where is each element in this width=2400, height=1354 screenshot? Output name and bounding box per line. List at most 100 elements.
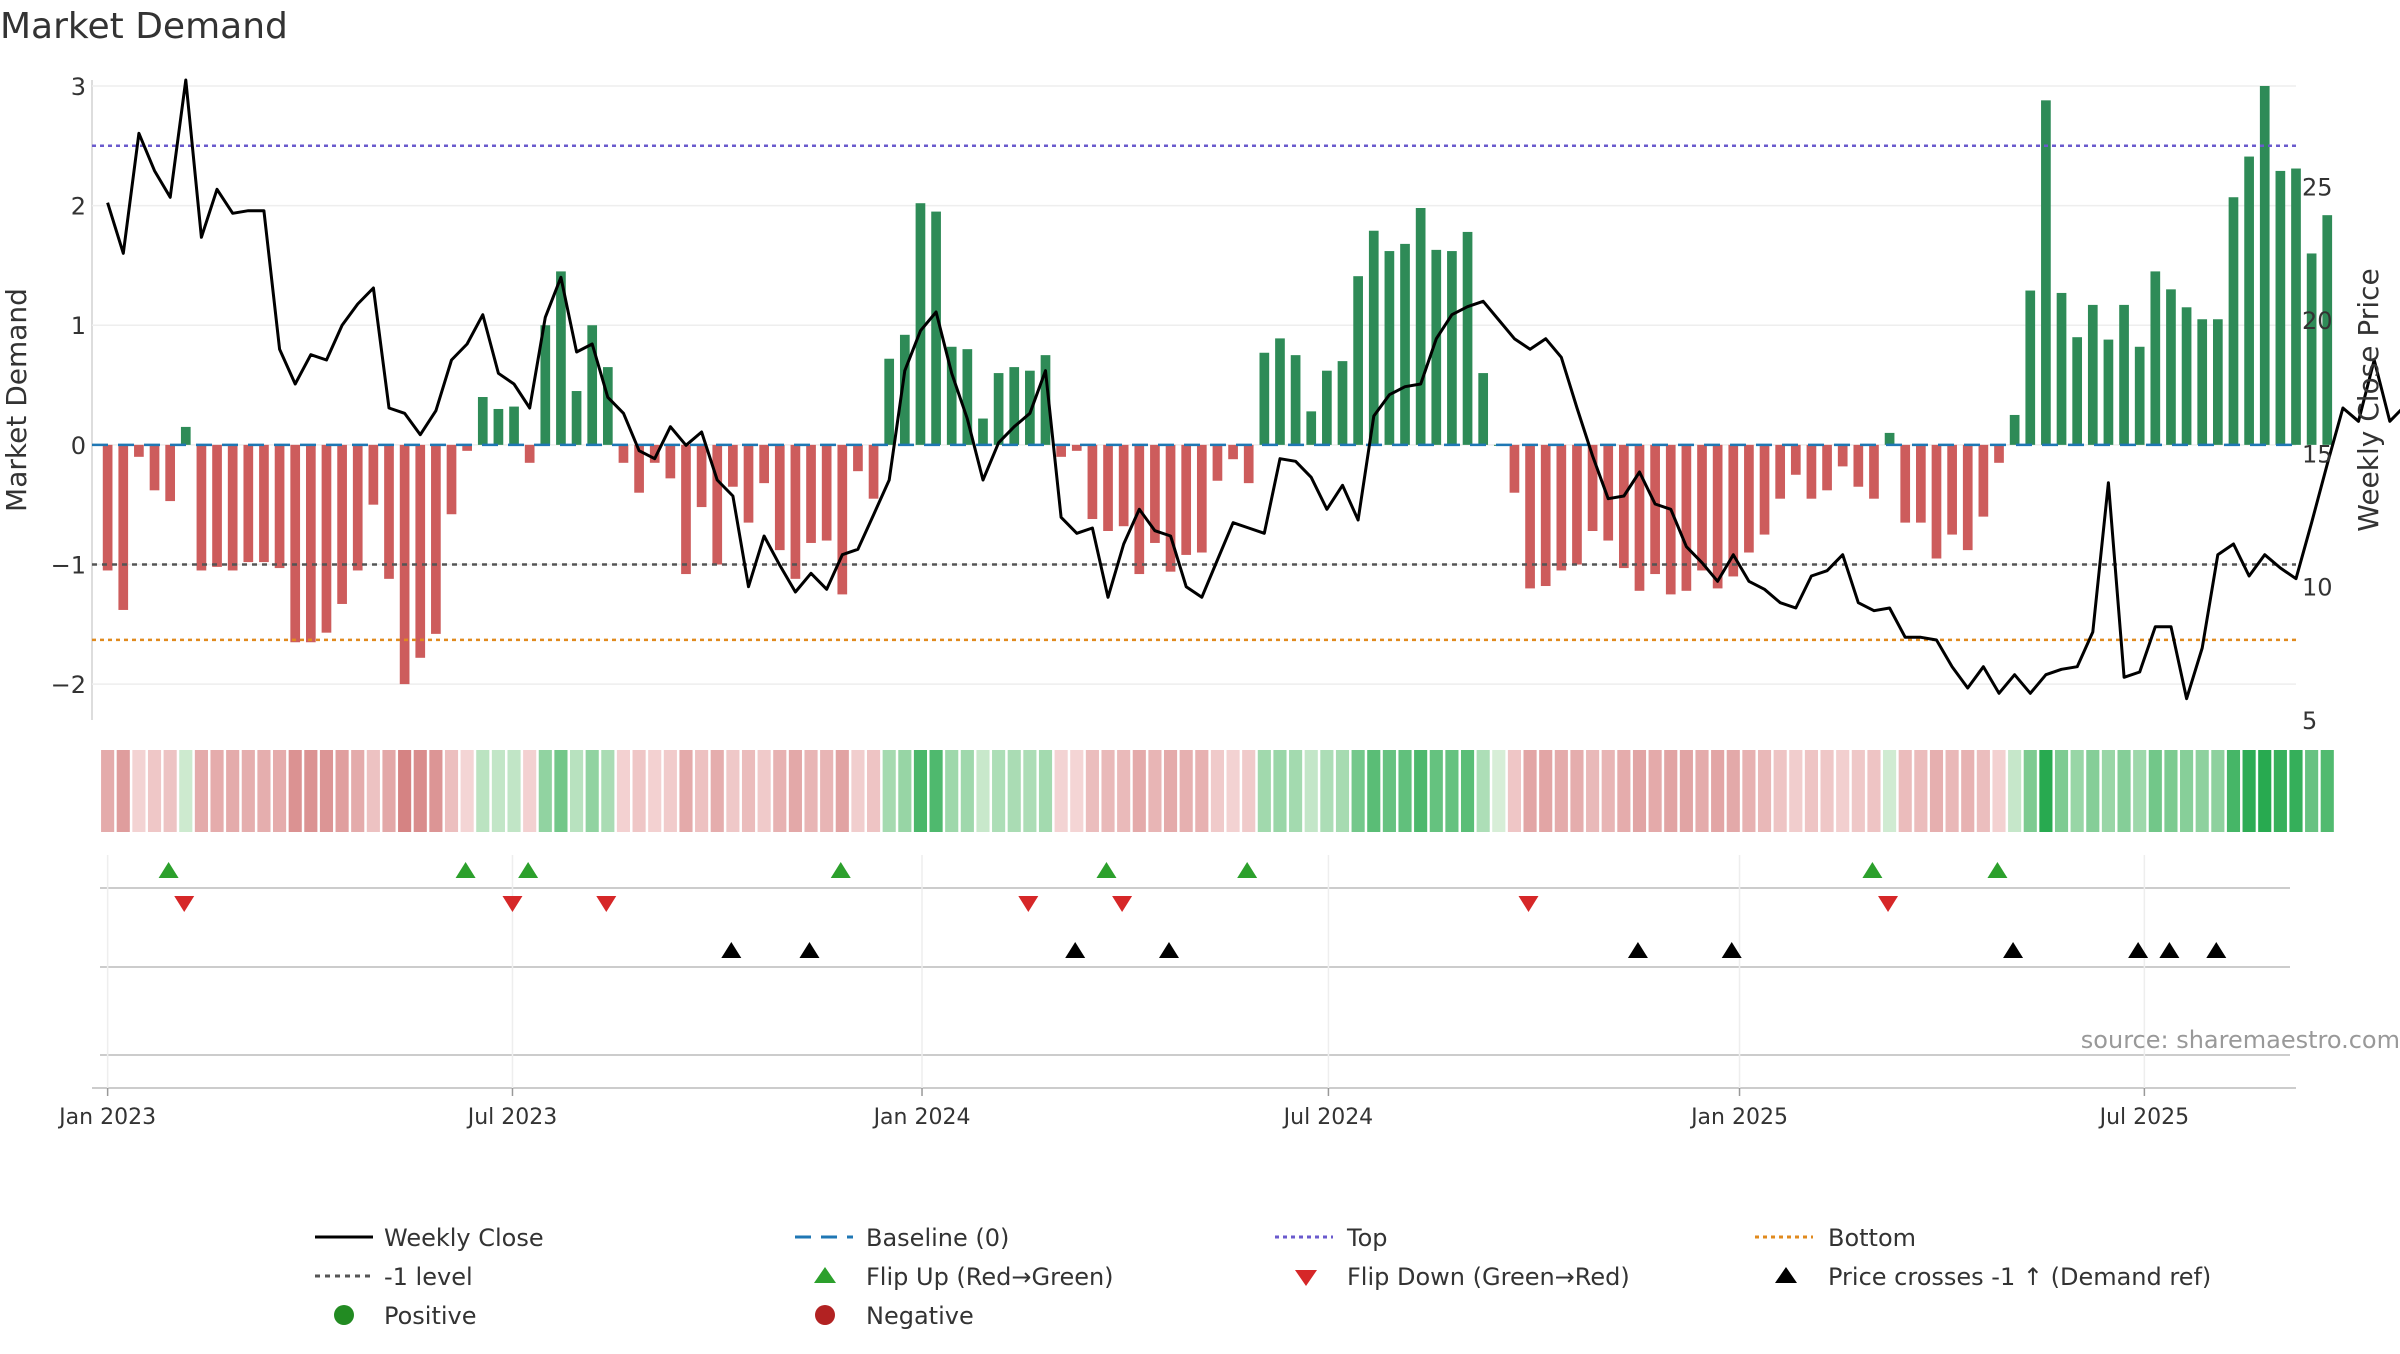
- demand-bar-negative: [290, 444, 301, 643]
- strip-cell: [601, 750, 615, 832]
- strip-cell: [1695, 750, 1709, 832]
- strip-cell: [585, 750, 599, 832]
- strip-cell: [945, 750, 959, 832]
- demand-bar-negative: [1212, 444, 1223, 481]
- strip-cell: [2211, 750, 2225, 832]
- demand-bar-positive: [556, 271, 566, 445]
- strip-cell: [1804, 750, 1818, 832]
- demand-bar-negative: [1837, 444, 1848, 467]
- demand-bar-positive: [1259, 352, 1270, 445]
- price-cross-marker: [2128, 942, 2149, 958]
- demand-bar-negative: [1150, 444, 1160, 543]
- demand-bar-positive: [2197, 319, 2208, 445]
- demand-bar-positive: [1290, 355, 1301, 445]
- strip-cell: [2117, 750, 2131, 832]
- strip-cell: [773, 750, 787, 832]
- legend-item-weekly-close: Weekly Close: [315, 1224, 544, 1252]
- price-cross-marker: [2206, 942, 2227, 958]
- y-tick-label-right: 5: [2302, 707, 2317, 735]
- demand-bar-negative: [1118, 444, 1129, 527]
- flip-up-marker: [1862, 862, 1883, 878]
- demand-bar-positive: [899, 334, 910, 445]
- demand-bar-positive: [1275, 338, 1285, 445]
- strip-cell: [882, 750, 896, 832]
- demand-bar-negative: [821, 444, 832, 541]
- strip-cell: [679, 750, 693, 832]
- legend-label-weekly-close: Weekly Close: [384, 1224, 544, 1252]
- flip-up-marker: [158, 862, 179, 878]
- legend-flip-up-icon: [814, 1267, 836, 1283]
- y-tick-label-right: 20: [2302, 307, 2333, 335]
- legend-item-bottom: Bottom: [1755, 1224, 1916, 1252]
- demand-bar-positive: [2072, 337, 2083, 445]
- strip-cell: [663, 750, 677, 832]
- demand-bar-positive: [1353, 276, 1363, 445]
- strip-cell: [1351, 750, 1365, 832]
- strip-cell: [538, 750, 552, 832]
- strip-cell: [1914, 750, 1928, 832]
- price-cross-marker: [2159, 942, 2180, 958]
- legend-label-negative: Negative: [866, 1302, 974, 1330]
- flip-down-marker: [596, 896, 617, 912]
- strip-cell: [507, 750, 521, 832]
- legend-item-top: Top: [1275, 1224, 1388, 1252]
- y-tick-label-right: 10: [2302, 574, 2333, 602]
- strip-cell: [523, 750, 537, 832]
- demand-bar-positive: [180, 426, 191, 445]
- strip-cell: [304, 750, 318, 832]
- demand-bar-negative: [1103, 444, 1113, 531]
- demand-bar-positive: [915, 203, 926, 445]
- demand-bar-negative: [446, 444, 457, 515]
- legend-label-minus-one: -1 level: [384, 1263, 473, 1291]
- flip-down-marker: [1112, 896, 1133, 912]
- demand-bar-negative: [868, 444, 879, 499]
- demand-bar-negative: [1759, 444, 1770, 535]
- strip-cell: [1570, 750, 1584, 832]
- demand-bar-negative: [431, 444, 441, 634]
- strip-cell: [210, 750, 224, 832]
- strip-cell: [1492, 750, 1506, 832]
- demand-bar-negative: [1962, 444, 1973, 551]
- strip-cell: [1586, 750, 1600, 832]
- strip-cell: [835, 750, 849, 832]
- strip-cell: [351, 750, 365, 832]
- strip-cell: [788, 750, 802, 832]
- strip-cell: [2164, 750, 2178, 832]
- strip-cell: [1429, 750, 1443, 832]
- y-tick-label-right: 25: [2302, 174, 2333, 202]
- strip-cell: [1742, 750, 1756, 832]
- demand-bar-negative: [1243, 444, 1254, 484]
- demand-bar-negative: [774, 444, 785, 551]
- demand-bar-positive: [2306, 253, 2317, 445]
- flip-up-marker: [830, 862, 851, 878]
- strip-cell: [2039, 750, 2053, 832]
- demand-bar-negative: [1775, 444, 1786, 499]
- demand-bar-negative: [259, 444, 269, 563]
- demand-bar-negative: [712, 444, 723, 565]
- strip-cell: [1023, 750, 1037, 832]
- strip-cell: [1757, 750, 1772, 832]
- strip-cell: [1976, 750, 1990, 832]
- strip-cell: [2305, 750, 2319, 832]
- demand-bar-positive: [602, 367, 613, 445]
- demand-bar-negative: [337, 444, 347, 604]
- demand-bar-negative: [1728, 444, 1739, 577]
- strip-cell: [1929, 750, 1944, 832]
- price-cross-marker: [799, 942, 820, 958]
- legend: Weekly Close Baseline (0) Top Bottom -1 …: [315, 1224, 2211, 1330]
- demand-bar-negative: [1540, 444, 1551, 587]
- strip-cell: [1132, 750, 1146, 832]
- demand-bar-positive: [2275, 170, 2286, 445]
- demand-bar-positive: [2025, 290, 2036, 445]
- demand-bars: [102, 85, 2333, 685]
- strip-cell: [992, 750, 1006, 832]
- strip-cell: [1898, 750, 1912, 832]
- demand-bar-negative: [1181, 444, 1192, 555]
- strip-cell: [101, 750, 115, 832]
- demand-bar-negative: [806, 444, 816, 543]
- demand-bar-negative: [1525, 444, 1535, 589]
- strip-cell: [491, 750, 505, 832]
- legend-negative-dot-icon: [815, 1305, 835, 1325]
- demand-bar-positive: [1400, 243, 1410, 445]
- strip-cell: [116, 750, 130, 832]
